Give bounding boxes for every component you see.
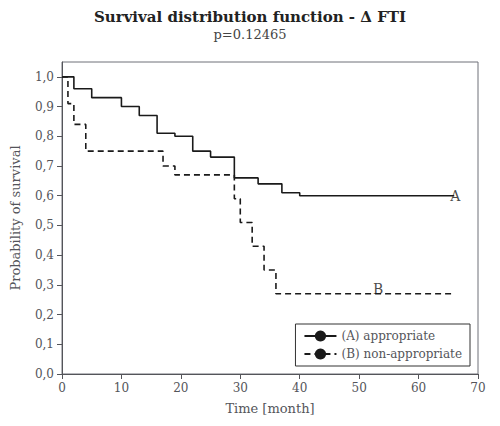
svg-text:0,5: 0,5 [35, 218, 54, 232]
svg-text:0,0: 0,0 [35, 367, 54, 381]
svg-text:1,0: 1,0 [35, 70, 54, 84]
svg-text:50: 50 [352, 381, 367, 395]
svg-text:B: B [373, 281, 383, 297]
svg-text:0,8: 0,8 [35, 129, 54, 143]
svg-text:20: 20 [173, 381, 188, 395]
svg-text:0,2: 0,2 [35, 308, 54, 322]
svg-text:(B) non-appropriate: (B) non-appropriate [341, 347, 462, 361]
svg-text:0,3: 0,3 [35, 278, 54, 292]
svg-text:40: 40 [292, 381, 307, 395]
svg-text:0,9: 0,9 [35, 100, 54, 114]
svg-text:30: 30 [233, 381, 248, 395]
svg-text:(A) appropriate: (A) appropriate [341, 329, 435, 343]
svg-text:0,7: 0,7 [35, 159, 54, 173]
svg-text:Probability of survival: Probability of survival [8, 145, 23, 290]
svg-text:0: 0 [58, 381, 66, 395]
svg-text:0,1: 0,1 [35, 337, 54, 351]
svg-text:Survival distribution function: Survival distribution function - Δ FTI [94, 8, 406, 26]
svg-text:70: 70 [470, 381, 485, 395]
svg-text:0,4: 0,4 [35, 248, 54, 262]
svg-text:p=0.12465: p=0.12465 [214, 27, 287, 42]
svg-text:0,6: 0,6 [35, 189, 54, 203]
svg-text:60: 60 [411, 381, 426, 395]
svg-text:A: A [450, 187, 461, 204]
svg-text:10: 10 [114, 381, 129, 395]
svg-text:Time [month]: Time [month] [225, 401, 314, 416]
